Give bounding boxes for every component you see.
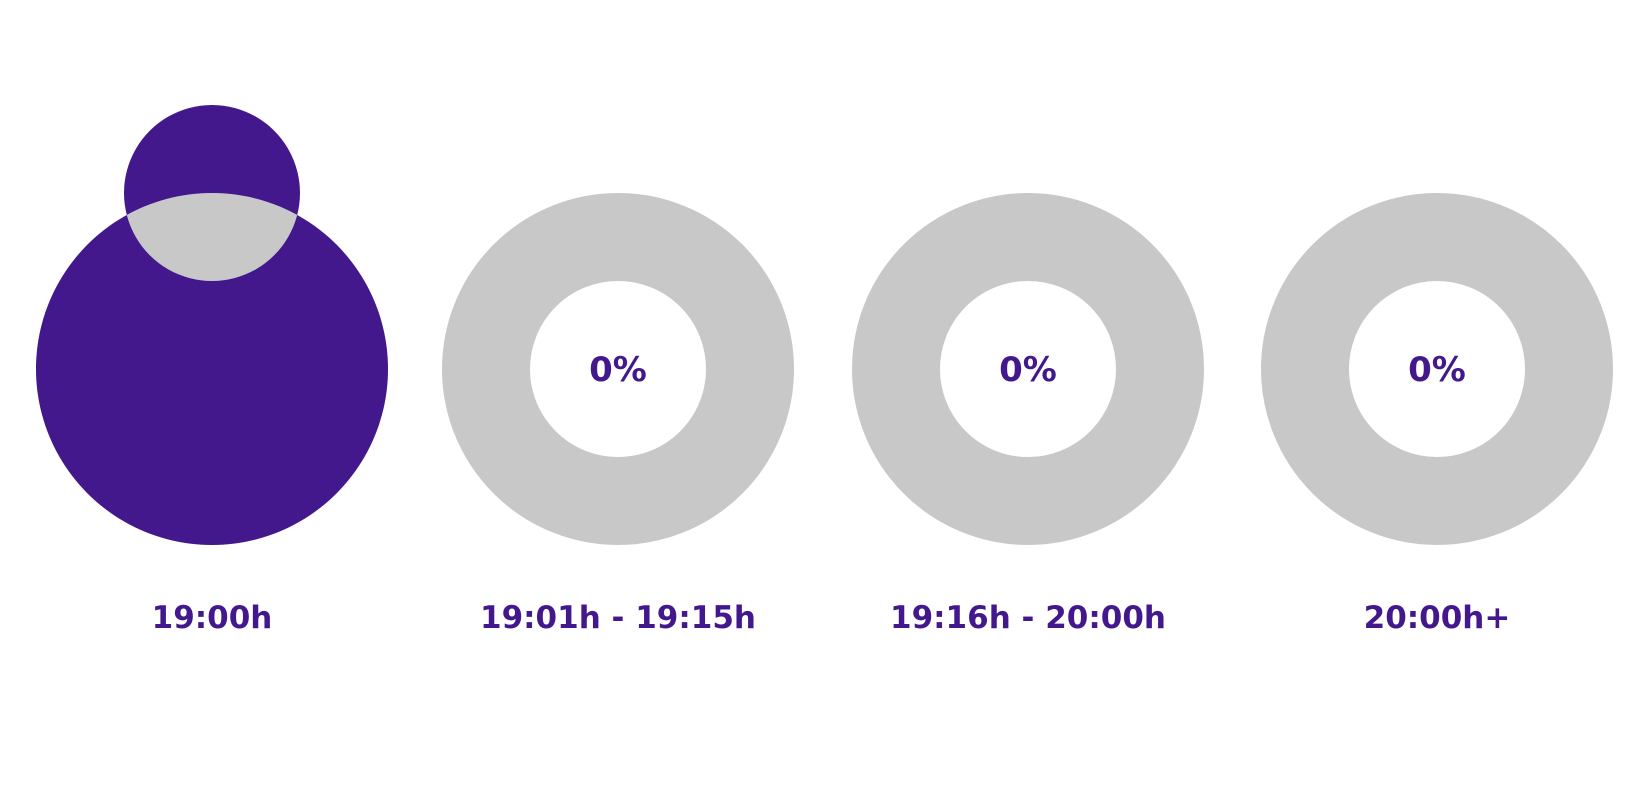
gauge-value-label: 100% [159,350,264,390]
gauge-category-label: 20:00h+ [1364,600,1511,636]
gauge-track [442,193,794,545]
gauge-value-label: 0% [999,350,1057,390]
gauge-value-label: 0% [1408,350,1466,390]
gauge-fill [35,105,388,546]
gauge-track [852,193,1204,545]
gauge-value-label: 0% [589,350,647,390]
gauge-category-label: 19:01h - 19:15h [480,600,756,636]
gauge-category-label: 19:16h - 20:00h [890,600,1166,636]
gauge-track [1261,193,1613,545]
gauge-category-label: 19:00h [152,600,273,636]
